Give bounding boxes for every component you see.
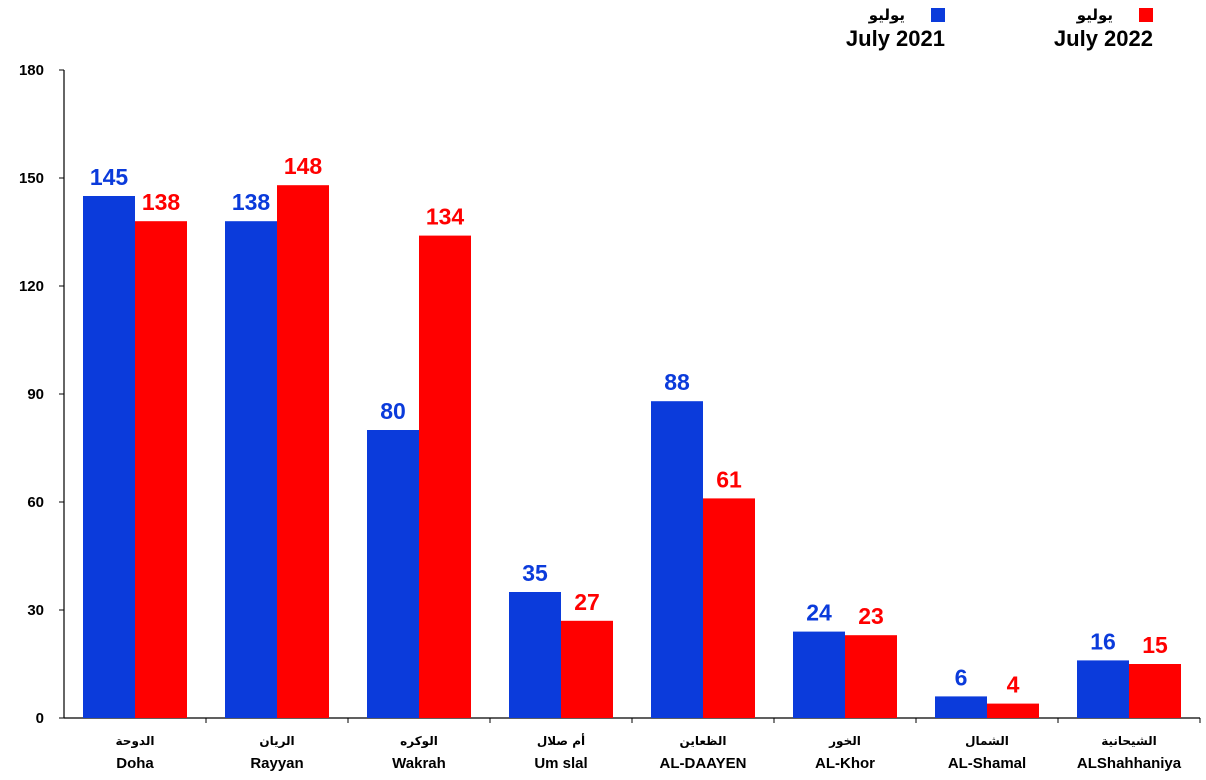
bar-july-2021-alshahhaniya	[1077, 660, 1129, 718]
data-label: 145	[90, 164, 129, 190]
y-tick-label: 90	[27, 386, 44, 403]
x-category-label-ar: الشيحانية	[1101, 734, 1157, 748]
legend-july-2022-swatch	[1139, 8, 1153, 22]
x-category-label: Doha	[116, 755, 154, 772]
legend-july-2021: يوليو July 2021	[820, 6, 945, 52]
bar-july-2022-alshahhaniya	[1129, 664, 1181, 718]
y-tick-label: 180	[19, 62, 44, 79]
x-category-label-ar: أم صلال	[537, 733, 585, 749]
bar-july-2021-um-slal	[509, 592, 561, 718]
data-label: 4	[1007, 672, 1020, 698]
data-label: 27	[574, 589, 600, 615]
x-category-label: AL-DAAYEN	[660, 755, 747, 772]
data-label: 148	[284, 153, 323, 179]
x-category-label-ar: الريان	[259, 734, 294, 748]
legend-july-2022: يوليو July 2022	[1025, 6, 1153, 52]
x-category-label: Um slal	[534, 755, 587, 772]
x-category-label: AL-Shamal	[948, 755, 1026, 772]
legend-july-2021-swatch	[931, 8, 945, 22]
data-label: 61	[716, 466, 742, 492]
y-tick-label: 120	[19, 278, 44, 295]
bar-july-2022-um-slal	[561, 620, 613, 718]
x-category-label-ar: الدوحة	[116, 734, 155, 749]
bar-july-2022-rayyan	[277, 185, 329, 718]
y-tick-label: 150	[19, 170, 44, 187]
data-label: 88	[664, 369, 690, 395]
x-category-label-ar: الظعاين	[680, 734, 727, 748]
y-tick-label: 30	[27, 602, 44, 619]
data-label: 6	[955, 664, 968, 690]
data-label: 134	[426, 204, 465, 230]
bar-july-2021-rayyan	[225, 221, 277, 718]
x-category-label: Rayyan	[250, 755, 303, 772]
data-label: 138	[142, 189, 181, 215]
x-category-label: ALShahhaniya	[1077, 755, 1182, 772]
legend-july-2021-label: July 2021	[845, 26, 945, 51]
data-label: 15	[1142, 632, 1168, 658]
bar-july-2021-al-khor	[793, 631, 845, 718]
data-label: 35	[522, 560, 548, 586]
x-category-label-ar: الشمال	[965, 734, 1009, 748]
bar-july-2021-al-daayen	[651, 401, 703, 718]
bar-july-2022-al-shamal	[987, 703, 1039, 718]
data-label: 24	[806, 600, 832, 626]
data-label: 80	[380, 398, 406, 424]
x-category-label-ar: الوكره	[400, 734, 438, 749]
data-label: 23	[858, 603, 884, 629]
y-tick-label: 60	[27, 494, 44, 511]
legend-july-2022-ar: يوليو	[1076, 6, 1113, 24]
bar-july-2022-doha	[135, 221, 187, 718]
data-label: 138	[232, 189, 271, 215]
x-category-label-ar: الخور	[828, 734, 861, 749]
legend-july-2022-label: July 2022	[1053, 26, 1153, 51]
x-category-label: Wakrah	[392, 755, 446, 772]
bar-july-2021-al-shamal	[935, 696, 987, 718]
bar-july-2021-wakrah	[367, 430, 419, 718]
bar-july-2022-al-khor	[845, 635, 897, 718]
data-label: 16	[1090, 628, 1116, 654]
legend-july-2021-ar: يوليو	[868, 6, 905, 24]
x-category-label: AL-Khor	[815, 755, 875, 772]
bar-july-2022-al-daayen	[703, 498, 755, 718]
y-tick-label: 0	[36, 710, 44, 727]
bar-july-2021-doha	[83, 196, 135, 718]
bar-july-2022-wakrah	[419, 235, 471, 718]
